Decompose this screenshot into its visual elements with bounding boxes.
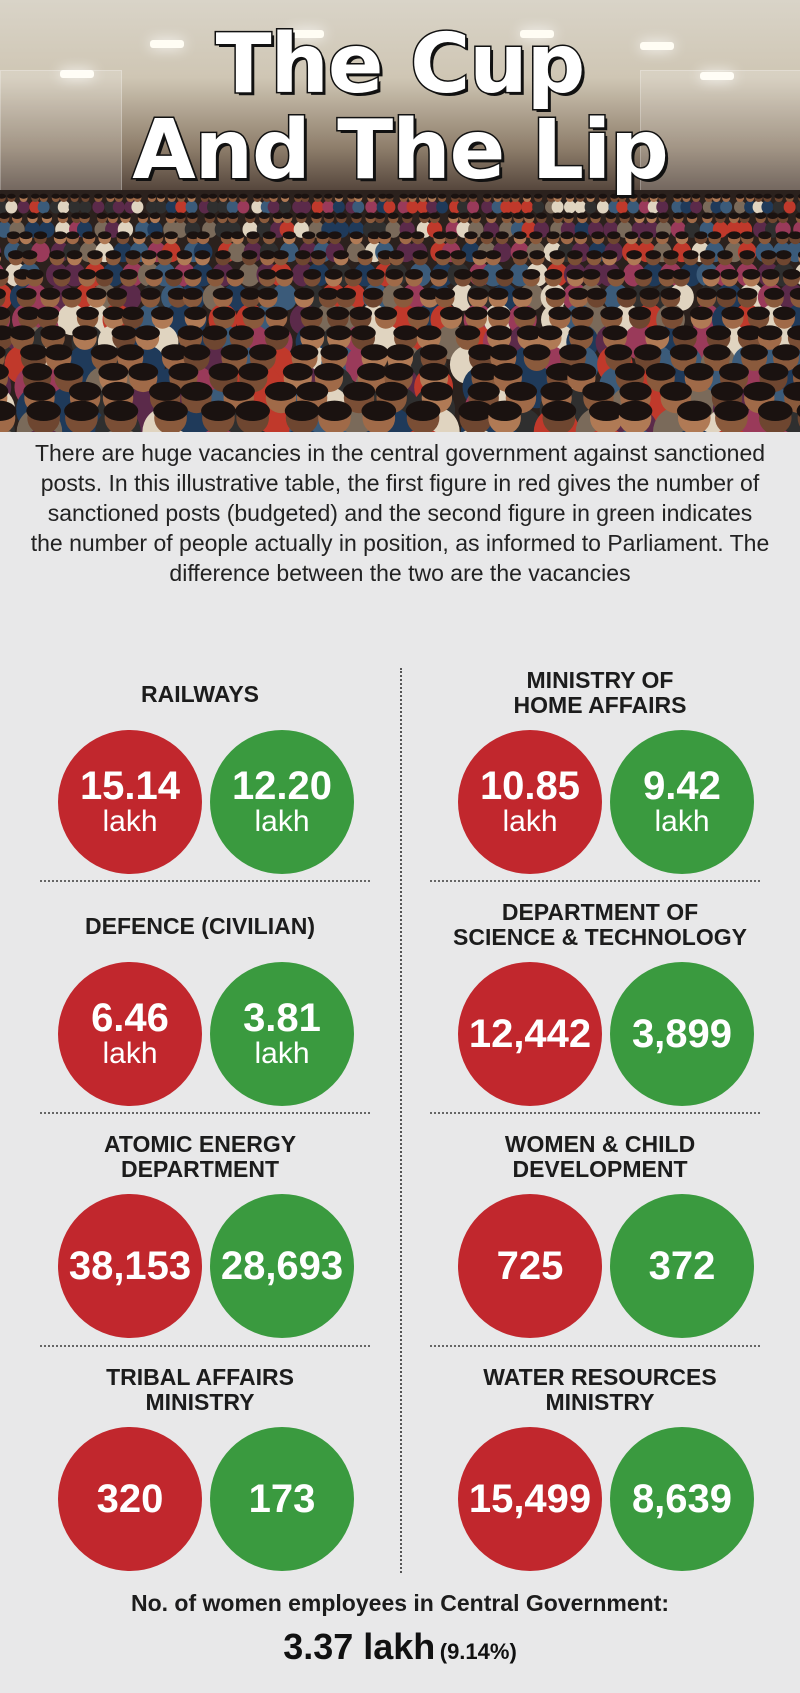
department-name-line: WOMEN & CHILD	[504, 1131, 696, 1157]
in-position-value: 28,693	[220, 1244, 344, 1288]
in-position-circle: 9.42 lakh	[610, 730, 754, 874]
in-position-circle: 372	[610, 1194, 754, 1338]
department-name-line: ATOMIC ENERGY	[103, 1131, 297, 1157]
in-position-value: 173	[248, 1477, 316, 1521]
department-name-line: DEPARTMENT	[120, 1156, 279, 1182]
department-name-line: MINISTRY	[145, 1389, 255, 1415]
department-cell: WATER RESOURCES MINISTRY 15,499 8,639	[400, 1365, 800, 1585]
unit-label: lakh	[254, 805, 310, 838]
women-employees-total: 3.37 lakh	[283, 1626, 436, 1667]
sanctioned-value: 725	[496, 1244, 564, 1288]
sanctioned-value: 15,499	[468, 1477, 592, 1521]
department-cell: ATOMIC ENERGY DEPARTMENT 38,153 28,693	[0, 1132, 400, 1352]
department-name-line: SCIENCE & TECHNOLOGY	[453, 924, 747, 950]
department-cell: MINISTRY OF HOME AFFAIRS 10.85 lakh 9.42 lakh	[400, 668, 800, 888]
department-name: DEFENCE (CIVILIAN)	[0, 914, 400, 939]
in-position-circle: 173	[210, 1427, 354, 1571]
in-position-value: 9.42	[643, 764, 721, 808]
page-title: The Cup And The Lip	[0, 17, 800, 198]
unit-label: lakh	[102, 1037, 158, 1070]
in-position-value: 372	[648, 1244, 716, 1288]
department-name-line: TRIBAL AFFAIRS	[106, 1364, 294, 1390]
sanctioned-posts-circle: 15,499	[458, 1427, 602, 1571]
row-divider	[40, 880, 370, 882]
department-name-line: DEVELOPMENT	[512, 1156, 688, 1182]
in-position-circle: 12.20 lakh	[210, 730, 354, 874]
department-name-line: HOME AFFAIRS	[513, 692, 687, 718]
unit-label: lakh	[254, 1037, 310, 1070]
row-divider	[40, 1112, 370, 1114]
department-name-line: DEPARTMENT OF	[501, 899, 699, 925]
row-divider	[40, 1345, 370, 1347]
department-cell: RAILWAYS 15.14 lakh 12.20 lakh	[0, 668, 400, 888]
sanctioned-posts-circle: 6.46 lakh	[58, 962, 202, 1106]
department-cell: WOMEN & CHILD DEVELOPMENT 725 372	[400, 1132, 800, 1352]
title-line-2: And The Lip	[131, 103, 671, 198]
department-name-line: MINISTRY OF	[526, 667, 674, 693]
department-name-line: RAILWAYS	[140, 681, 259, 707]
crowd-illustration	[0, 190, 800, 432]
department-cell: DEPARTMENT OF SCIENCE & TECHNOLOGY 12,442 3…	[400, 900, 800, 1120]
sanctioned-posts-circle: 38,153	[58, 1194, 202, 1338]
department-name: DEPARTMENT OF SCIENCE & TECHNOLOGY	[400, 900, 800, 950]
department-name: ATOMIC ENERGY DEPARTMENT	[0, 1132, 400, 1182]
intro-text: There are huge vacancies in the central …	[30, 440, 770, 586]
unit-label: lakh	[102, 805, 158, 838]
women-employees-percent: (9.14%)	[439, 1639, 517, 1664]
in-position-circle: 3.81 lakh	[210, 962, 354, 1106]
department-name-line: MINISTRY	[545, 1389, 655, 1415]
footer-label: No. of women employees in Central Govern…	[130, 1590, 670, 1616]
sanctioned-value: 320	[96, 1477, 164, 1521]
in-position-value: 8,639	[631, 1477, 733, 1521]
sanctioned-value: 6.46	[91, 996, 169, 1040]
in-position-value: 12.20	[231, 764, 333, 808]
sanctioned-value: 10.85	[479, 764, 581, 808]
unit-label: lakh	[502, 805, 558, 838]
sanctioned-posts-circle: 320	[58, 1427, 202, 1571]
department-name: TRIBAL AFFAIRS MINISTRY	[0, 1365, 400, 1415]
sanctioned-posts-circle: 10.85 lakh	[458, 730, 602, 874]
in-position-value: 3,899	[631, 1012, 733, 1056]
hero-photo: The Cup And The Lip	[0, 0, 800, 432]
department-name: WOMEN & CHILD DEVELOPMENT	[400, 1132, 800, 1182]
row-divider	[430, 880, 760, 882]
sanctioned-value: 12,442	[468, 1012, 592, 1056]
vertical-divider	[400, 668, 402, 1573]
footer-total: 3.37 lakh (9.14%)	[0, 1626, 800, 1668]
department-name-line: DEFENCE (CIVILIAN)	[85, 913, 315, 939]
department-name-line: WATER RESOURCES	[483, 1364, 717, 1390]
sanctioned-value: 38,153	[68, 1244, 192, 1288]
in-position-value: 3.81	[243, 996, 321, 1040]
sanctioned-posts-circle: 725	[458, 1194, 602, 1338]
sanctioned-posts-circle: 15.14 lakh	[58, 730, 202, 874]
in-position-circle: 8,639	[610, 1427, 754, 1571]
unit-label: lakh	[654, 805, 710, 838]
department-name: RAILWAYS	[0, 682, 400, 707]
row-divider	[430, 1112, 760, 1114]
department-name: WATER RESOURCES MINISTRY	[400, 1365, 800, 1415]
department-cell: DEFENCE (CIVILIAN) 6.46 lakh 3.81 lakh	[0, 900, 400, 1120]
sanctioned-posts-circle: 12,442	[458, 962, 602, 1106]
department-name: MINISTRY OF HOME AFFAIRS	[400, 668, 800, 718]
in-position-circle: 28,693	[210, 1194, 354, 1338]
sanctioned-value: 15.14	[79, 764, 181, 808]
title-line-1: The Cup	[214, 17, 587, 112]
row-divider	[430, 1345, 760, 1347]
in-position-circle: 3,899	[610, 962, 754, 1106]
department-cell: TRIBAL AFFAIRS MINISTRY 320 173	[0, 1365, 400, 1585]
